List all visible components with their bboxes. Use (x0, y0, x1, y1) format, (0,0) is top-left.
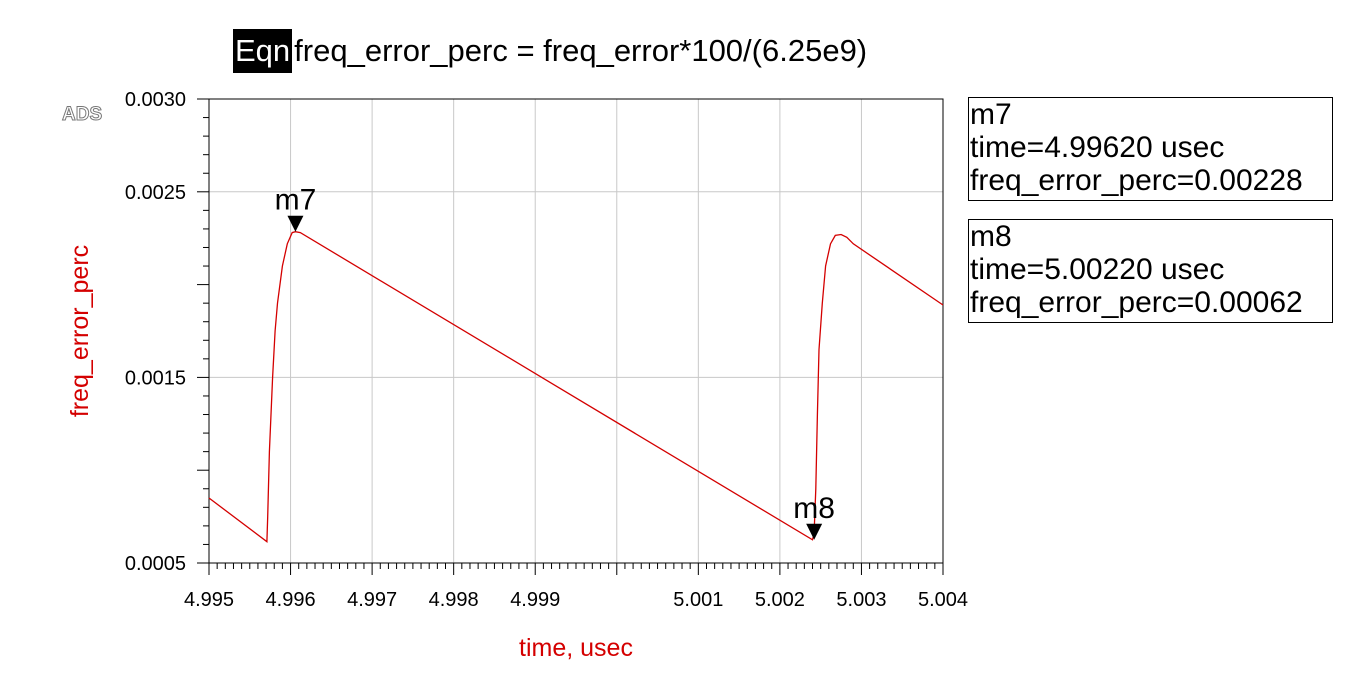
marker-label-m7: m7 (275, 184, 317, 217)
x-tick-label: 4.998 (429, 589, 479, 611)
x-axis-label: time, usec (519, 634, 633, 662)
y-axis-label: freq_error_perc (66, 245, 94, 417)
marker-value: freq_error_perc=0.00062 (970, 286, 1303, 319)
equation-text: freq_error_perc = freq_error*100/(6.25e9… (294, 33, 868, 68)
x-tick-label: 4.999 (510, 589, 560, 611)
x-tick-label: 5.001 (673, 589, 723, 611)
x-tick-label: 4.996 (266, 589, 316, 611)
y-tick-label: 0.0030 (125, 89, 186, 111)
marker-time: time=4.99620 usec (970, 131, 1225, 164)
marker-triangle-m8 (806, 523, 823, 540)
marker-name: m8 (970, 220, 1012, 253)
marker-name: m7 (970, 98, 1012, 131)
marker-triangle-m7 (287, 215, 304, 232)
x-tick-label: 5.003 (836, 589, 886, 611)
ads-logo: ADS (61, 104, 103, 126)
marker-time: time=5.00220 usec (970, 253, 1225, 286)
series-line (208, 231, 944, 543)
marker-label-m8: m8 (793, 492, 835, 525)
x-tick-label: 5.002 (755, 589, 805, 611)
equation-label: Eqn freq_error_perc = freq_error*100/(6.… (233, 29, 867, 73)
x-tick-label: 5.004 (918, 589, 968, 611)
y-tick-label: 0.0015 (125, 367, 186, 389)
marker-value: freq_error_perc=0.00228 (970, 164, 1303, 197)
marker-readout-m8[interactable]: m8 time=5.00220 usec freq_error_perc=0.0… (968, 219, 1333, 323)
x-tick-label: 4.995 (184, 589, 234, 611)
y-tick-label: 0.0025 (125, 182, 186, 204)
marker-readout-m7[interactable]: m7 time=4.99620 usec freq_error_perc=0.0… (968, 97, 1333, 201)
eqn-badge: Eqn (233, 29, 293, 73)
x-tick-label: 4.997 (347, 589, 397, 611)
y-tick-label: 0.0005 (125, 553, 186, 575)
